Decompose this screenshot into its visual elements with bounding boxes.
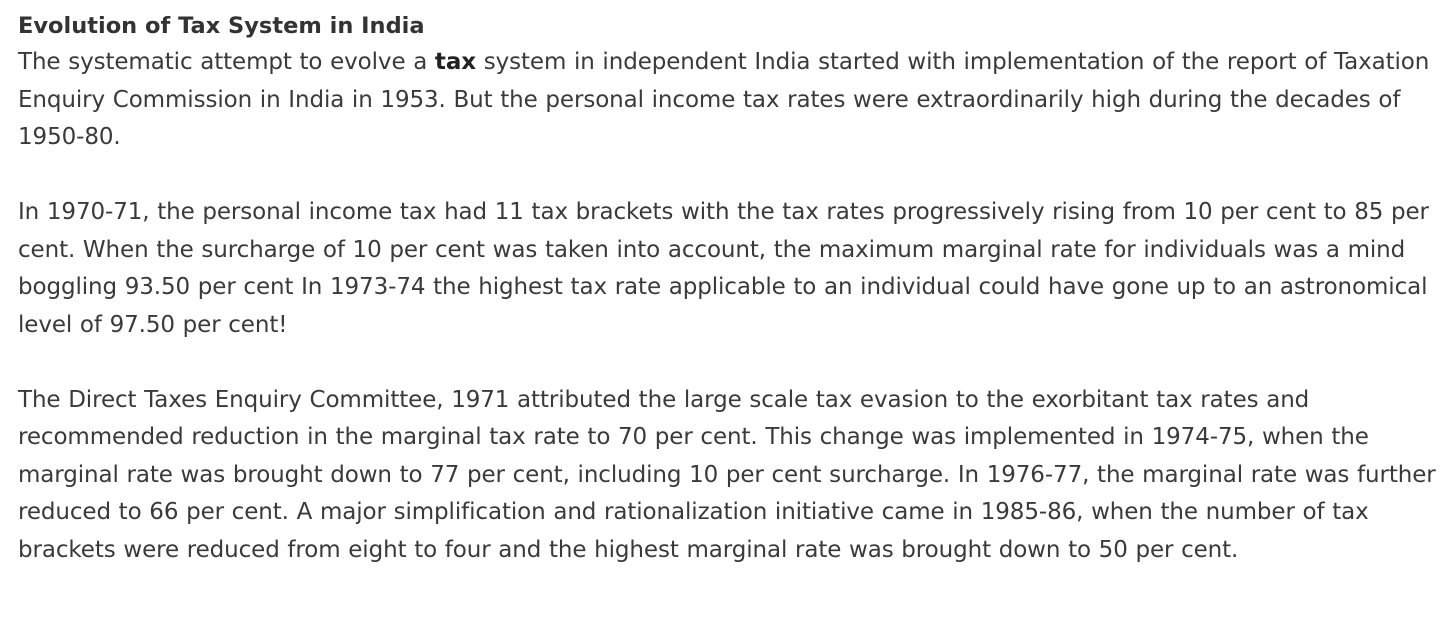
paragraph-1970s-rates: In 1970-71, the personal income tax had … [18, 199, 1429, 338]
paragraph-intro-text-start: The systematic attempt to evolve a [18, 49, 435, 75]
article-heading: Evolution of Tax System in India [18, 13, 425, 39]
article: Evolution of Tax System in India The sys… [18, 8, 1454, 569]
paragraph-intro-text-end: system in independent India started with… [18, 49, 1430, 150]
paragraph-intro: The systematic attempt to evolve a tax s… [18, 44, 1454, 157]
bold-term-tax: tax [434, 49, 476, 75]
paragraph-reductions: The Direct Taxes Enquiry Committee, 1971… [18, 386, 1436, 563]
